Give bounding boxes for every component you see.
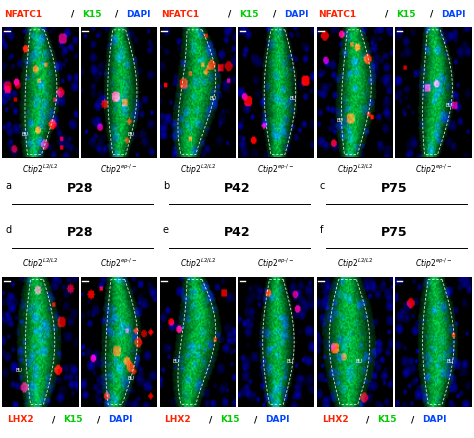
Text: /: / [228, 10, 231, 19]
Text: NFATC1: NFATC1 [161, 10, 199, 19]
Text: $\it{Ctip2}^{ep\text{-}/-}$: $\it{Ctip2}^{ep\text{-}/-}$ [415, 257, 452, 272]
Text: /: / [52, 415, 55, 424]
Text: /: / [115, 10, 118, 19]
Text: /: / [97, 415, 100, 424]
Text: NFATC1: NFATC1 [319, 10, 356, 19]
Text: P28: P28 [66, 182, 93, 195]
Text: K15: K15 [377, 415, 397, 424]
Text: DAPI: DAPI [441, 10, 465, 19]
Text: $\it{Ctip2}^{L2/L2}$: $\it{Ctip2}^{L2/L2}$ [337, 163, 373, 177]
Text: $\it{Ctip2}^{ep\text{-}/-}$: $\it{Ctip2}^{ep\text{-}/-}$ [100, 163, 138, 177]
Text: $\it{Ctip2}^{L2/L2}$: $\it{Ctip2}^{L2/L2}$ [22, 257, 59, 272]
Text: /: / [385, 10, 389, 19]
Text: f: f [320, 225, 323, 235]
Text: $\it{Ctip2}^{L2/L2}$: $\it{Ctip2}^{L2/L2}$ [337, 257, 373, 272]
Text: $\it{Ctip2}^{L2/L2}$: $\it{Ctip2}^{L2/L2}$ [180, 257, 216, 272]
Text: DAPI: DAPI [127, 10, 151, 19]
Text: /: / [254, 415, 257, 424]
Text: $\it{Ctip2}^{ep\text{-}/-}$: $\it{Ctip2}^{ep\text{-}/-}$ [415, 163, 452, 177]
Text: /: / [411, 415, 414, 424]
Text: $\it{Ctip2}^{ep\text{-}/-}$: $\it{Ctip2}^{ep\text{-}/-}$ [100, 257, 138, 272]
Text: DAPI: DAPI [265, 415, 289, 424]
Text: P75: P75 [381, 182, 408, 195]
Text: c: c [320, 181, 325, 191]
Text: /: / [430, 10, 433, 19]
Text: P75: P75 [381, 226, 408, 239]
Text: $\it{Ctip2}^{ep\text{-}/-}$: $\it{Ctip2}^{ep\text{-}/-}$ [257, 163, 295, 177]
Text: /: / [273, 10, 276, 19]
Text: BU: BU [356, 359, 362, 364]
Text: BU: BU [22, 131, 29, 137]
Text: K15: K15 [63, 415, 82, 424]
Text: BU: BU [127, 376, 134, 381]
Text: a: a [6, 181, 11, 191]
Text: LHX2: LHX2 [322, 415, 348, 424]
Text: DAPI: DAPI [108, 415, 132, 424]
Text: /: / [366, 415, 370, 424]
Text: d: d [6, 225, 11, 235]
Text: e: e [163, 225, 169, 235]
Text: BU: BU [286, 359, 293, 364]
Text: BU: BU [16, 368, 23, 373]
Text: b: b [163, 181, 169, 191]
Text: K15: K15 [82, 10, 101, 19]
Text: BU: BU [336, 118, 343, 124]
Text: $\it{Ctip2}^{L2/L2}$: $\it{Ctip2}^{L2/L2}$ [22, 163, 59, 177]
Text: BU: BU [210, 96, 217, 101]
Text: K15: K15 [220, 415, 240, 424]
Text: P42: P42 [224, 226, 250, 239]
Text: /: / [71, 10, 74, 19]
Text: /: / [209, 415, 212, 424]
Text: P42: P42 [224, 182, 250, 195]
Text: BU: BU [290, 96, 296, 101]
Text: NFATC1: NFATC1 [4, 10, 42, 19]
Text: $\it{Ctip2}^{L2/L2}$: $\it{Ctip2}^{L2/L2}$ [180, 163, 216, 177]
Text: BU: BU [173, 359, 180, 364]
Text: $\it{Ctip2}^{ep\text{-}/-}$: $\it{Ctip2}^{ep\text{-}/-}$ [257, 257, 295, 272]
Text: LHX2: LHX2 [164, 415, 191, 424]
Text: P28: P28 [66, 226, 93, 239]
Text: K15: K15 [396, 10, 416, 19]
Text: BU: BU [127, 131, 134, 137]
Text: K15: K15 [239, 10, 259, 19]
Text: BU: BU [447, 359, 454, 364]
Text: BU: BU [445, 103, 452, 108]
Text: LHX2: LHX2 [7, 415, 34, 424]
Text: DAPI: DAPI [422, 415, 447, 424]
Text: DAPI: DAPI [284, 10, 308, 19]
